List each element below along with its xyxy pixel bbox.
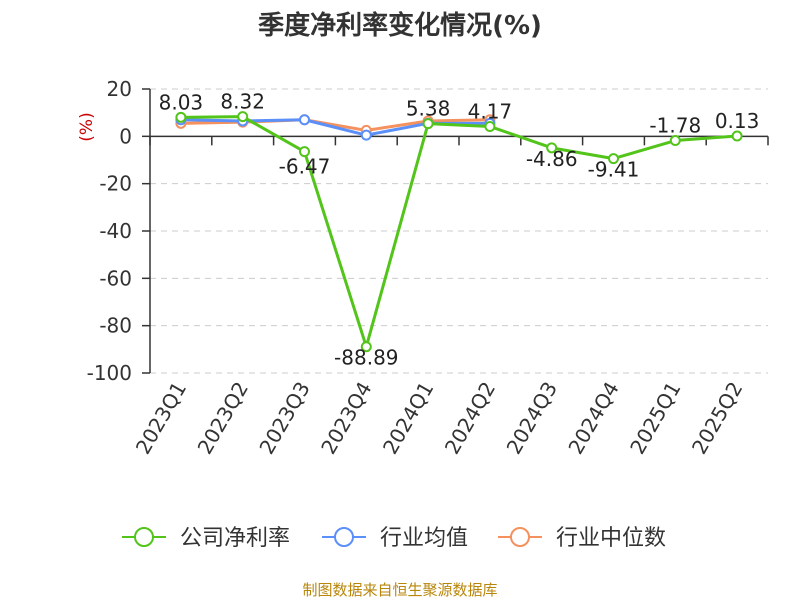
data-point [422,118,434,130]
source-note: 制图数据来自恒生聚源数据库 [302,581,497,599]
y-tick-label: 0 [119,124,132,148]
data-point [360,129,372,141]
data-label: -88.89 [334,346,398,370]
x-tick-label: 2024Q4 [563,378,623,459]
x-tick-label: 2023Q2 [193,378,253,459]
x-tick-label: 2024Q3 [502,378,562,459]
data-point [299,114,310,126]
data-labels: 8.03 8.32 -6.47 -88.89 5.38 4.17 -4.86 -9.41 -1.… [159,90,760,370]
legend-label: 公司净利率 [180,526,290,551]
data-label: -1.78 [649,114,701,138]
data-point [484,120,496,132]
legend-label: 行业均值 [380,526,468,551]
legend-marker [510,527,530,547]
chart-title: 季度净利率变化情况(%) [258,10,542,41]
data-point [731,130,743,142]
data-label: 4.17 [468,99,513,123]
x-tick-label: 2025Q1 [625,378,685,459]
data-point [175,111,187,123]
x-tick-label: 2024Q2 [440,378,500,459]
x-tick-label: 2025Q2 [687,378,747,459]
x-axis-ticks: 2023Q1 2023Q2 2023Q3 2023Q4 2024Q1 2024Q2 2024… [131,377,748,458]
data-point [237,111,249,123]
data-label: -4.86 [526,147,578,171]
data-point [546,142,558,154]
data-label: 5.38 [406,97,451,121]
data-label: -9.41 [588,158,640,182]
x-tick-label: 2023Q4 [316,378,376,459]
y-axis-ticks: 20 0 -20 -40 -60 -80 -100 [87,77,132,385]
y-axis-label: (%) [77,112,97,141]
series-line-0 [180,115,738,349]
series-line-2 [180,118,490,132]
y-tick-label: -20 [99,172,132,196]
y-tick-label: 20 [107,77,132,101]
data-label: 8.32 [220,90,265,114]
legend-label: 行业中位数 [556,526,666,551]
x-tick-label: 2024Q1 [378,377,438,458]
series-lines [175,111,743,353]
data-point [360,341,372,353]
data-label: 0.13 [715,109,760,133]
data-label: -6.47 [279,155,331,179]
legend-marker [334,527,354,547]
data-point [608,153,619,165]
gridlines [150,88,768,374]
y-tick-label: -100 [87,361,132,385]
data-point [669,135,681,147]
y-tick-label: -80 [99,314,132,338]
x-tick-label: 2023Q1 [131,378,191,459]
x-tick-label: 2023Q3 [254,378,314,459]
series-line-1 [180,118,490,137]
legend-marker [134,527,154,547]
data-point [299,146,310,158]
data-label: 8.03 [159,90,204,114]
y-tick-label: -60 [99,266,132,290]
y-tick-label: -40 [99,219,132,243]
legend[interactable]: 公司净利率 行业均值 行业中位数 [122,526,666,551]
